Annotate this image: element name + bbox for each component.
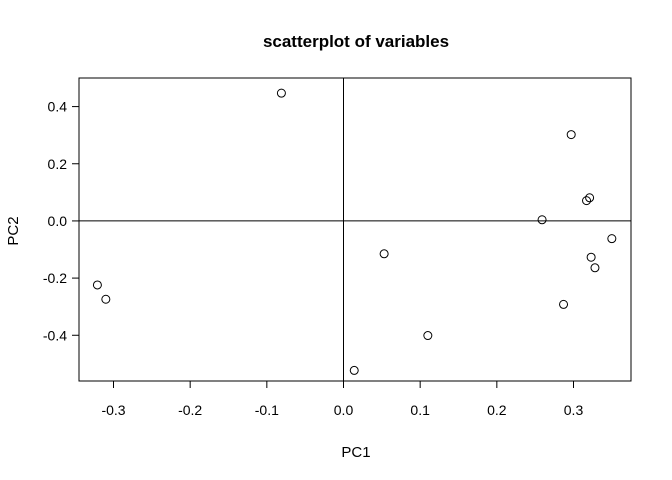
x-tick-label: 0.0	[334, 402, 354, 418]
chart-title: scatterplot of variables	[263, 32, 449, 51]
y-tick-label: -0.2	[43, 270, 67, 286]
scatter-point	[566, 130, 576, 140]
scatter-point	[276, 88, 286, 98]
plot-frame	[78, 77, 632, 382]
x-tick-label: -0.2	[178, 402, 202, 418]
scatter-point	[379, 249, 389, 259]
scatter-point	[423, 331, 433, 341]
y-tick-label: 0.4	[48, 99, 68, 115]
scatter-point	[607, 234, 617, 244]
y-axis: -0.4 -0.2 0.0 0.2 0.4	[43, 99, 80, 343]
scatter-point	[585, 193, 595, 203]
y-axis-label: PC2	[5, 216, 22, 245]
scatter-point	[537, 215, 547, 225]
x-tick-label: -0.3	[101, 402, 125, 418]
y-tick-label: 0.0	[48, 213, 68, 229]
y-tick-label: -0.4	[43, 327, 67, 343]
x-tick-label: 0.2	[487, 402, 507, 418]
x-tick-label: 0.3	[564, 402, 584, 418]
data-points	[92, 88, 617, 375]
scatter-point	[590, 263, 600, 273]
scatter-point	[92, 280, 102, 290]
x-axis-label: PC1	[341, 444, 370, 461]
scatter-point	[586, 252, 596, 262]
x-axis: -0.3 -0.2 -0.1 0.0 0.1 0.2 0.3	[101, 380, 584, 418]
scatter-point	[559, 299, 569, 309]
scatter-point	[582, 196, 592, 206]
x-tick-label: 0.1	[410, 402, 430, 418]
scatter-point	[101, 294, 111, 304]
scatter-point	[349, 365, 359, 375]
reference-lines	[79, 78, 631, 381]
y-tick-label: 0.2	[48, 156, 68, 172]
x-tick-label: -0.1	[255, 402, 279, 418]
